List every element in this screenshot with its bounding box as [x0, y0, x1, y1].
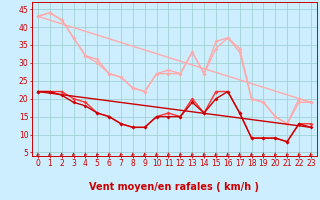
X-axis label: Vent moyen/en rafales ( km/h ): Vent moyen/en rafales ( km/h ): [89, 182, 260, 192]
